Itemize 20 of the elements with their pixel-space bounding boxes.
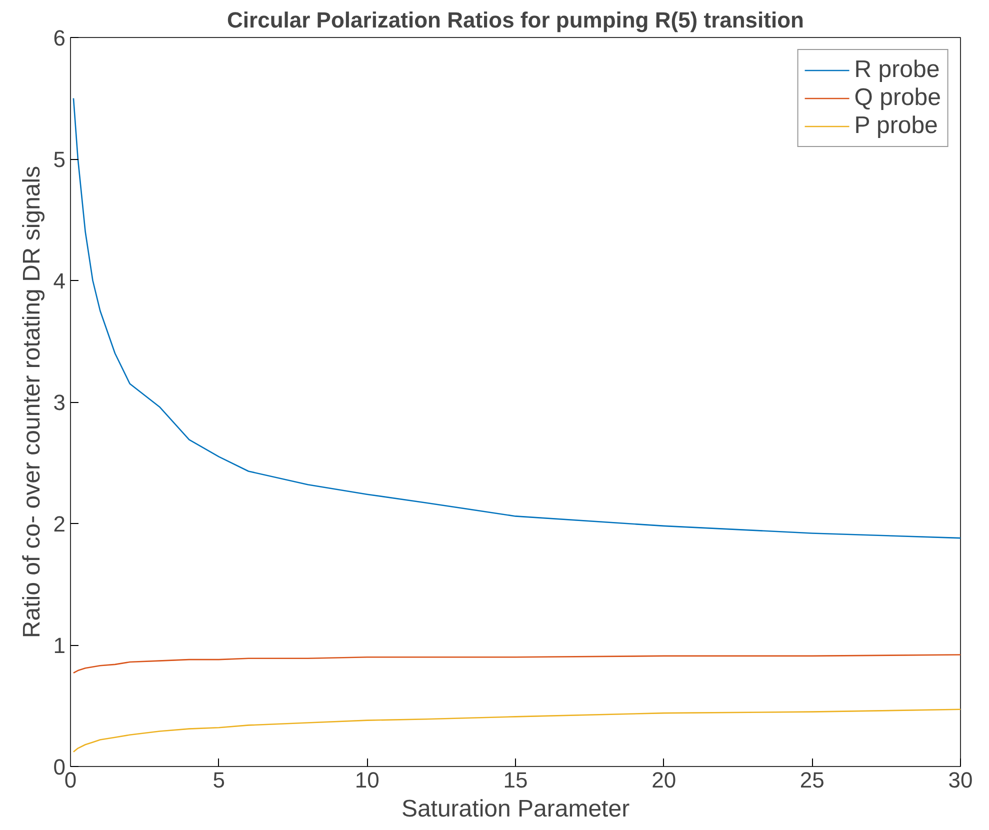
legend-label: Q probe — [854, 84, 941, 112]
chart-title: Circular Polarization Ratios for pumping R(5) transition — [227, 8, 804, 32]
x-tick-label: 10 — [354, 768, 380, 792]
y-tick-label: 2 — [53, 512, 66, 536]
y-tick-label: 1 — [53, 633, 66, 658]
x-tick-label: 5 — [212, 768, 225, 792]
line-series — [72, 708, 960, 753]
line-series — [72, 654, 960, 674]
x-axis-title: Saturation Parameter — [401, 796, 630, 822]
y-tick-label: 6 — [53, 26, 66, 50]
y-tick-label: 4 — [53, 268, 66, 294]
x-tick-label: 30 — [948, 768, 973, 792]
legend-label: P probe — [854, 112, 938, 140]
y-tick-label: 5 — [53, 147, 66, 172]
y-axis-title: Ratio of co- over counter rotating DR signals — [18, 166, 46, 638]
x-tick-label: 25 — [800, 768, 824, 792]
legend-label: R probe — [854, 56, 940, 84]
x-tick-label: 15 — [503, 768, 528, 792]
x-tick-label: 20 — [652, 768, 676, 792]
y-tick-label: 3 — [53, 390, 66, 415]
